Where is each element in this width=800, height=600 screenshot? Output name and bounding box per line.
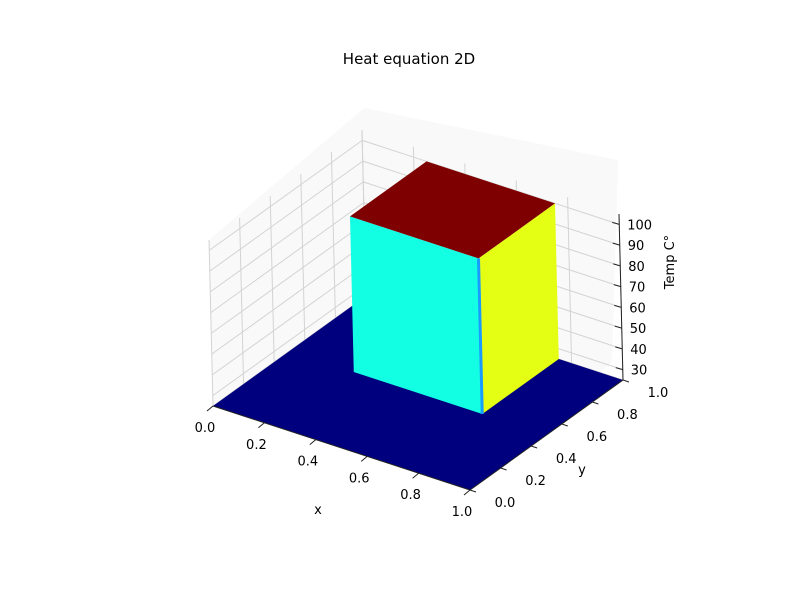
- x-tick-mark: [206, 405, 214, 412]
- y-tick-label: 0.0: [495, 496, 516, 511]
- surface-front-face: [350, 216, 483, 414]
- side-gridline-y: [300, 173, 306, 341]
- y-tick-mark: [622, 379, 630, 383]
- z-tick-label: 80: [628, 260, 645, 275]
- side-gridline-z: [209, 160, 364, 272]
- x-tick-label: 0.0: [195, 421, 216, 436]
- y-tick-mark: [592, 401, 599, 405]
- side-gridline-z: [212, 285, 367, 397]
- z-tick-label: 40: [630, 343, 647, 358]
- y-tick-mark: [531, 445, 538, 449]
- y-tick-label: 0.2: [525, 474, 546, 489]
- z-tick-mark: [612, 242, 620, 246]
- y-axis-label: y: [578, 463, 586, 478]
- back-gridline-x: [567, 197, 573, 364]
- surface-floor: [213, 296, 623, 490]
- z-tick-mark: [615, 346, 623, 350]
- y-tick-mark: [469, 489, 477, 493]
- x-tick-label: 0.6: [349, 471, 370, 486]
- y-tick-mark: [500, 467, 507, 471]
- y-tick-label: 0.6: [586, 430, 607, 445]
- chart-title: Heat equation 2D: [343, 50, 475, 68]
- x-axis-line: [212, 405, 471, 491]
- side-gridline-y: [239, 217, 245, 385]
- z-tick-mark: [613, 284, 621, 288]
- z-tick-label: 30: [631, 364, 648, 379]
- x-tick-label: 0.4: [297, 455, 318, 470]
- z-tick-label: 50: [630, 322, 647, 337]
- z-axis-label: Temp C°: [663, 235, 678, 290]
- x-axis-label: x: [314, 503, 322, 518]
- side-gridline-z: [208, 139, 363, 251]
- x-tick-mark: [309, 439, 317, 445]
- z-tick-mark: [614, 325, 622, 329]
- side-gridline-z: [211, 243, 366, 355]
- x-tick-mark: [360, 456, 368, 462]
- side-gridline-y: [330, 151, 336, 319]
- z-axis-line: [618, 213, 624, 381]
- y-axis-line: [469, 379, 624, 491]
- x-tick-label: 0.2: [246, 438, 267, 453]
- z-tick-label: 70: [629, 281, 646, 296]
- z-tick-label: 100: [627, 218, 652, 233]
- side-gridline-z: [211, 264, 366, 376]
- x-tick-label: 1.0: [452, 505, 473, 520]
- z-tick-mark: [613, 263, 621, 267]
- x-tick-label: 0.8: [400, 488, 421, 503]
- y-tick-label: 0.8: [617, 408, 638, 423]
- y-tick-mark: [561, 423, 568, 427]
- z-tick-label: 90: [628, 239, 645, 254]
- x-tick-mark: [258, 422, 265, 429]
- x-tick-mark: [463, 489, 471, 496]
- surface-front-edge: [477, 258, 484, 415]
- surface-top-face: [350, 161, 555, 259]
- surface-right-face: [478, 203, 559, 414]
- side-gridline-z: [209, 181, 364, 293]
- axes: 0.00.20.40.60.81.00.00.20.40.60.81.03040…: [195, 213, 669, 520]
- x-tick-mark: [412, 472, 419, 479]
- y-tick-label: 0.4: [556, 452, 577, 467]
- temperature-surface: [213, 161, 623, 490]
- z-tick-label: 60: [629, 301, 646, 316]
- z-tick-mark: [612, 221, 620, 225]
- side-gridline-z: [210, 202, 365, 314]
- y-tick-label: 1.0: [648, 386, 669, 401]
- side-gridline-y: [269, 195, 275, 363]
- back-gridline-z: [362, 139, 620, 225]
- side-gridline-z: [210, 222, 365, 334]
- z-tick-mark: [615, 367, 623, 371]
- z-tick-mark: [614, 304, 622, 308]
- side-gridline-y: [208, 239, 214, 407]
